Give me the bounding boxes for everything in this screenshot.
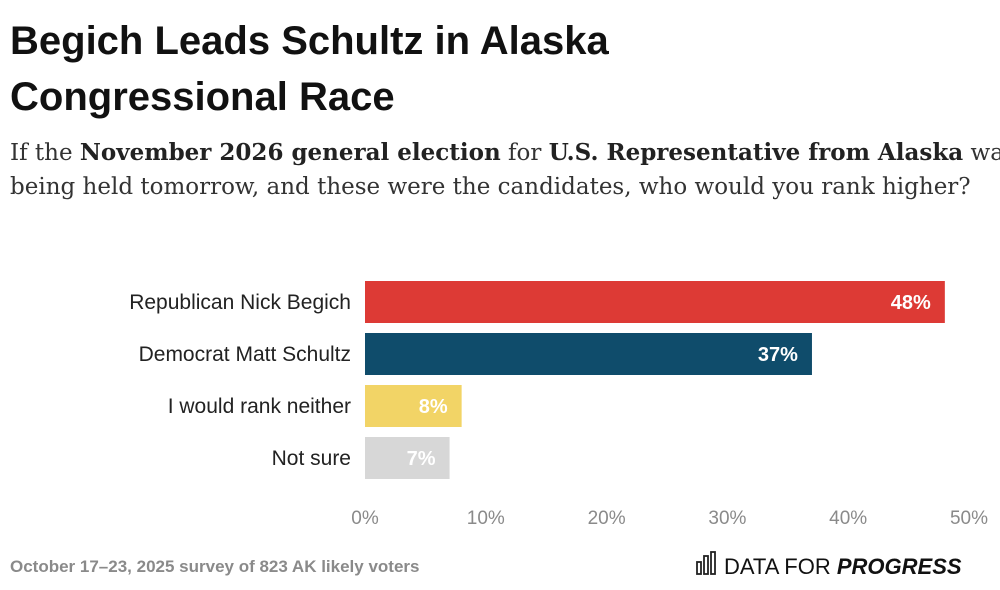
subtitle-line: being held tomorrow, and these were the … — [10, 174, 971, 200]
subtitle-part: being held tomorrow, and these were the … — [10, 174, 971, 200]
brand: DATA FOR PROGRESS — [724, 554, 962, 579]
value-label: 7% — [407, 448, 436, 470]
x-tick-label: 50% — [950, 508, 988, 529]
subtitle-part: U.S. Representative from Alaska — [549, 139, 964, 166]
subtitle-part: November 2026 general election — [80, 139, 501, 166]
chart-title: Begich Leads Schultz in Alaska — [10, 19, 609, 63]
plot: 0% 10% 20% 30% 40% 50% Republican Nick Begich 4… — [129, 281, 988, 529]
y-tick-label: Not sure — [272, 447, 351, 470]
value-label: 37% — [758, 344, 798, 366]
chart-title: Congressional Race — [10, 75, 395, 119]
x-tick-label: 20% — [588, 508, 626, 529]
subtitle-part: If the — [10, 140, 80, 166]
x-tick-label: 40% — [829, 508, 867, 529]
subtitle: If the November 2026 general election fo… — [10, 139, 1000, 200]
y-tick-label: I would rank neither — [168, 395, 351, 418]
subtitle-line: If the November 2026 general election fo… — [10, 139, 1000, 166]
y-tick-label: Republican Nick Begich — [129, 291, 351, 314]
y-tick-label: Democrat Matt Schultz — [139, 343, 351, 366]
x-tick-label: 30% — [708, 508, 746, 529]
brand-icon — [696, 551, 716, 575]
bar — [365, 281, 945, 323]
x-tick-label: 10% — [467, 508, 505, 529]
subtitle-part: for — [501, 140, 549, 166]
bar — [365, 333, 812, 375]
subtitle-part: was — [963, 140, 1000, 166]
source-note: October 17–23, 2025 survey of 823 AK lik… — [10, 557, 420, 576]
bar — [365, 437, 450, 479]
x-tick-label: 0% — [351, 508, 379, 529]
brand-part: PROGRESS — [837, 554, 962, 579]
value-label: 48% — [891, 292, 931, 314]
brand-part: DATA FOR — [724, 554, 837, 579]
value-label: 8% — [419, 396, 448, 418]
bar — [365, 385, 462, 427]
